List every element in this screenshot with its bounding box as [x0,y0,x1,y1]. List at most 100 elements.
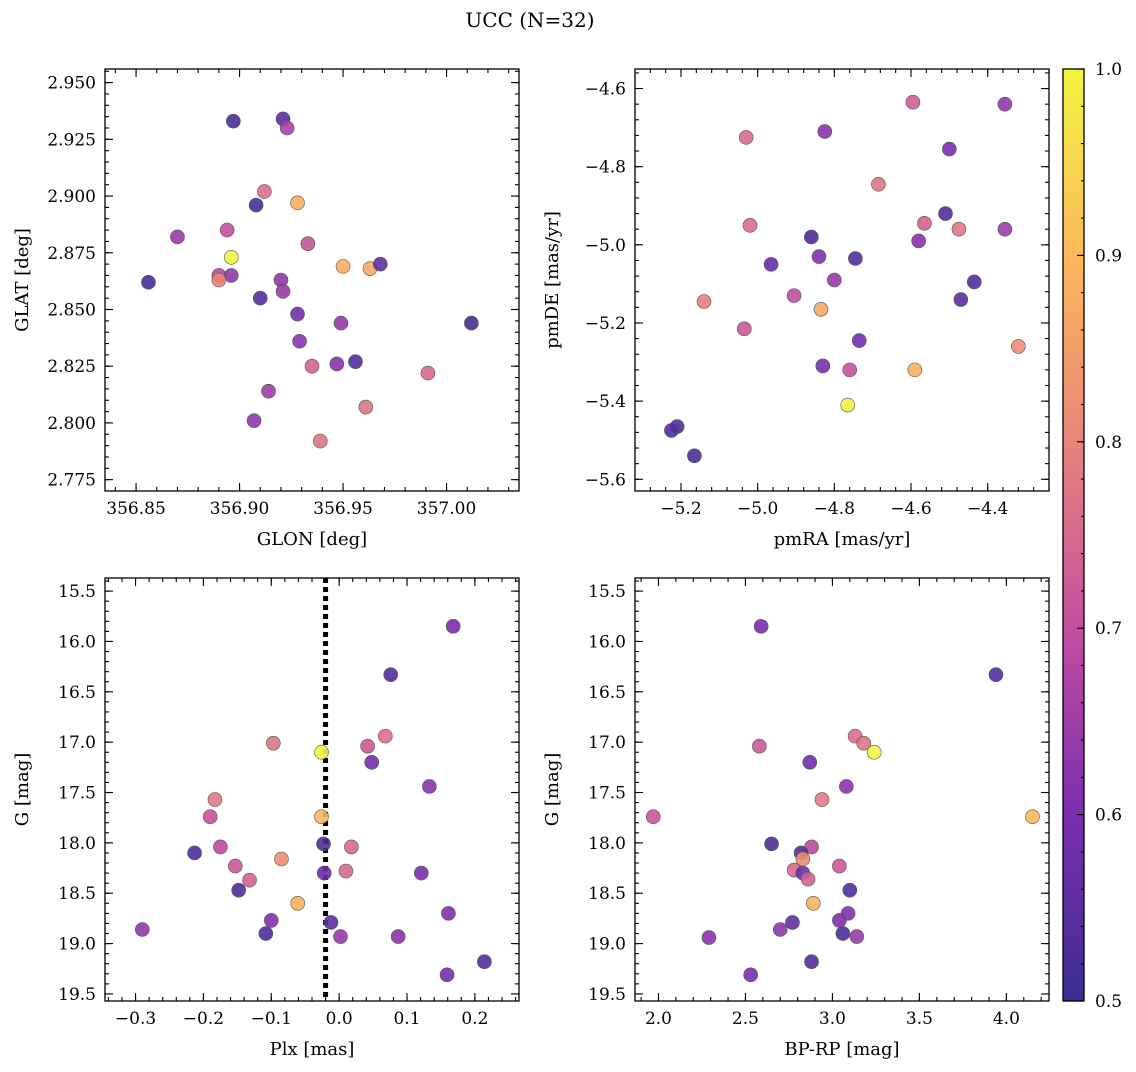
scatter-point [333,929,348,944]
y-tick-label: 2.875 [47,244,96,264]
scatter-point [917,216,932,231]
y-tick-label: 2.950 [47,74,96,94]
scatter-point [364,755,380,770]
scatter-point [242,872,257,888]
x-tick-label: 356.90 [210,499,269,519]
scatter-point [942,141,957,157]
x-tick-label: 0.1 [393,1009,420,1029]
scatter-point [266,735,281,751]
colorbar-tick-label: 0.7 [1095,619,1122,639]
scatter-point [329,356,345,372]
y-tick-label: 2.850 [47,300,96,320]
scatter-point [997,221,1013,237]
scatter-point [226,113,241,129]
scatter-point [228,858,243,874]
scatter-point [187,845,202,861]
scatter-point [231,882,247,898]
x-tick-label: 2.0 [645,1009,672,1029]
scatter-point [743,967,758,983]
x-tick-label: −4.6 [890,499,931,519]
panel-frame [104,577,520,1002]
panel-4: 2.0 2.5 3.0 3.5 4.0 15.5 16.0 16.5 17.0 17.5 18.0 1… [542,577,1050,1060]
y-tick-label: 16.0 [588,632,626,652]
scatter-point [290,896,306,911]
scatter-point [211,272,227,288]
panel-3: −0.3 −0.2 −0.1 0.0 0.1 0.2 15.5 16.0 16.5 17.0 17.… [12,577,520,1060]
y-tick-label: 18.0 [588,834,626,854]
scatter-point [413,865,429,881]
scatter-point [314,744,329,760]
scatter-point [1025,809,1040,824]
scatter-point [141,274,156,290]
scatter-point [664,423,679,438]
x-tick-label: −0.1 [251,1009,292,1029]
scatter-point [258,926,274,941]
y-tick-label: −5.6 [585,470,626,490]
x-tick-label: 356.95 [313,499,372,519]
colorbar-tick-label: 0.9 [1095,246,1122,266]
y-tick-label: 19.0 [588,935,626,955]
scatter-point [907,362,923,378]
scatter-point [312,433,328,449]
scatter-point [1011,339,1026,354]
scatter-point [422,779,437,794]
scatter-point [951,221,967,237]
y-tick-label: 16.5 [58,683,96,703]
scatter-point [248,197,264,213]
y-tick-label: 2.825 [47,357,96,377]
x-axis-label: Plx [mas] [270,1039,355,1060]
scatter-point [842,362,857,378]
scatter-point [772,922,788,937]
scatter-point [866,744,882,760]
y-tick-label: −5.0 [585,236,626,256]
y-tick-label: 18.5 [58,884,96,904]
scatter-point [953,292,969,307]
scatter-point [464,315,479,331]
scatter-point [805,896,821,911]
panel-frame [634,68,1050,492]
scatter-point [832,913,847,928]
y-tick-label: 19.5 [588,985,626,1005]
x-axis-label: BP-RP [mag] [784,1039,899,1060]
scatter-point [300,236,316,251]
y-tick-label: −5.4 [585,392,626,412]
scatter-point [316,836,331,852]
scatter-point [246,413,262,428]
scatter-point [135,922,150,937]
panel-1: 356.85 356.90 356.95 357.00 2.775 2.800 2.825 2… [12,68,520,550]
scatter-point [261,383,276,399]
scatter-point [802,755,818,770]
scatter-point [358,399,374,415]
x-tick-label: −5.2 [660,499,701,519]
scatter-point [848,251,863,266]
y-tick-label: 19.0 [58,935,96,955]
scatter-point [851,333,867,348]
x-tick-label: −4.4 [967,499,1008,519]
y-tick-label: 2.800 [47,414,96,434]
x-tick-label: 356.85 [106,499,165,519]
scatter-point [335,259,351,274]
x-tick-label: −4.8 [814,499,855,519]
scatter-point [290,195,305,211]
scatter-point [786,288,802,303]
scatter-point [207,792,223,807]
scatter-point [988,667,1004,682]
x-tick-label: 0.0 [326,1009,353,1029]
scatter-point [263,913,279,928]
scatter-point [742,217,758,233]
x-tick-label: 2.5 [732,1009,759,1029]
colorbar-tick-label: 0.8 [1095,433,1122,453]
scatter-point [763,257,779,272]
scatter-point [840,397,856,413]
x-tick-label: 3.5 [906,1009,933,1029]
scatter-point [815,358,831,374]
y-axis-label: G [mag] [12,753,33,826]
scatter-point [696,294,712,309]
scatter-point [753,619,769,634]
panel-2: −5.2 −5.0 −4.8 −4.6 −4.4 −5.6 −5.4 −5.2 −5.0 −4.8… [542,68,1050,550]
scatter-point [905,94,921,110]
scatter-point [832,858,847,874]
scatter-point [804,229,819,245]
scatter-point [645,809,661,824]
